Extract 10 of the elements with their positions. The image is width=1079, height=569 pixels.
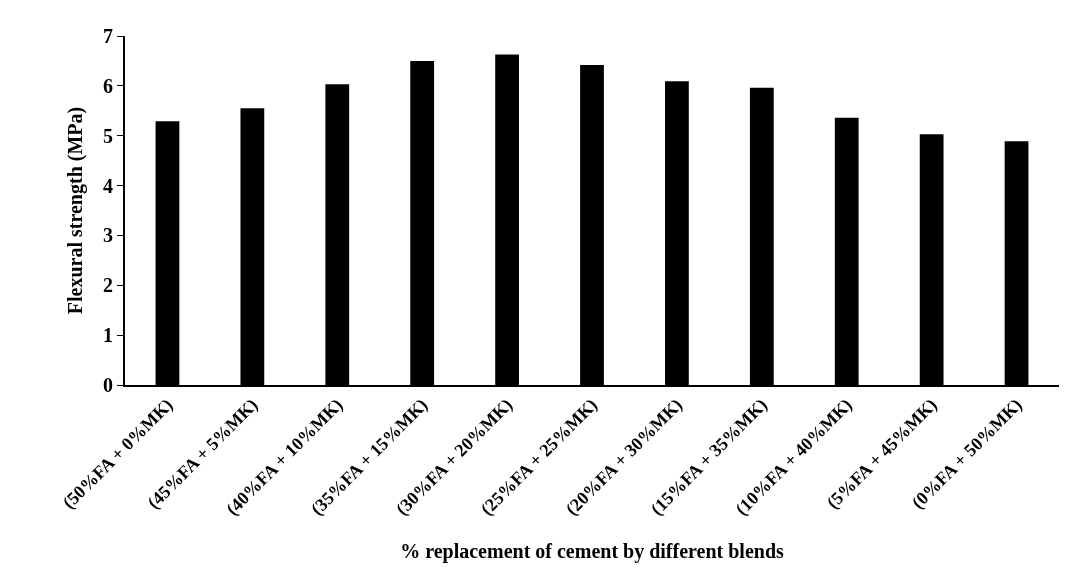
y-tick-label: 4 <box>103 174 113 197</box>
y-tick-label: 3 <box>103 224 113 247</box>
y-tick-label: 2 <box>103 274 113 297</box>
y-tick-label: 6 <box>103 74 113 97</box>
x-axis-title: % replacement of cement by different blends <box>400 539 785 563</box>
y-tick-label: 5 <box>103 124 113 147</box>
y-tick-label: 0 <box>103 374 113 396</box>
y-tick-label: 7 <box>103 25 113 47</box>
y-axis-title: Flexural strength (MPa) <box>64 106 87 315</box>
y-tick-label: 1 <box>103 324 113 347</box>
